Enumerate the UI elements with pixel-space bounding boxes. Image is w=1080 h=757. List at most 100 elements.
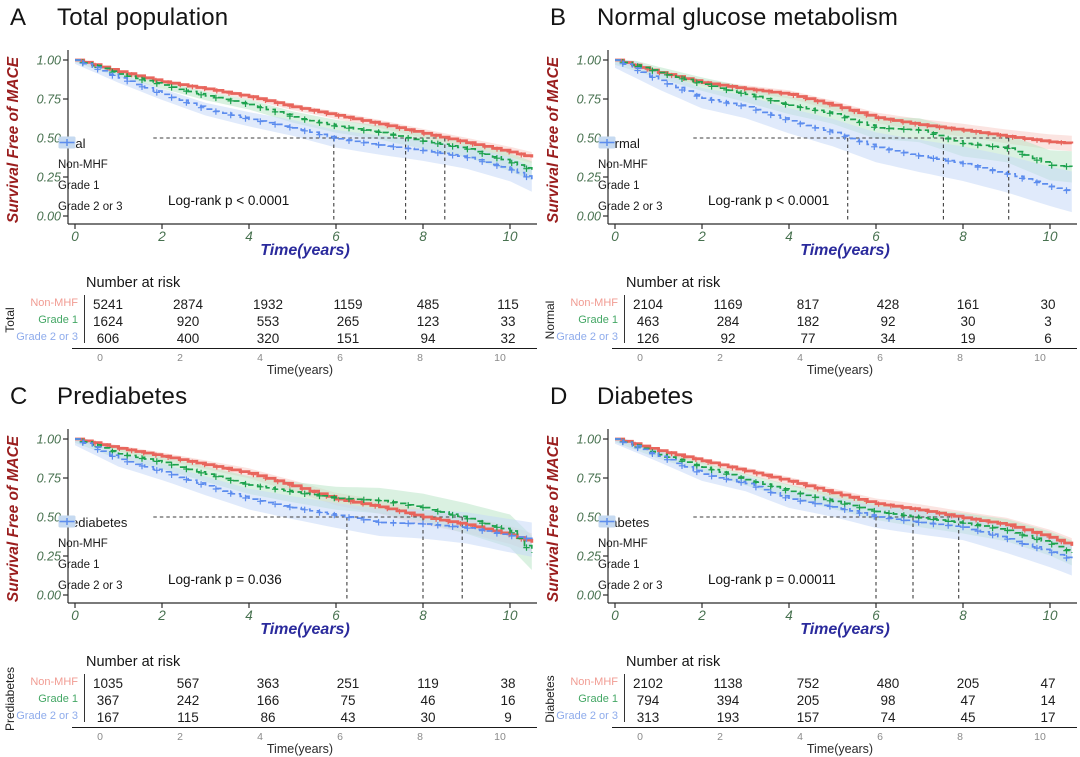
risk-table: Number at risk Normal Non-MHF 2104 1169 817 42… — [540, 270, 1080, 378]
risk-row-label: Grade 1 — [578, 314, 618, 326]
risk-tick-label: 10 — [494, 731, 506, 743]
y-tick-label: 0.25 — [577, 550, 601, 564]
risk-axis-vline — [624, 674, 625, 722]
x-tick-label: 2 — [697, 608, 706, 623]
risk-tick-label: 6 — [337, 731, 343, 743]
legend-item-grade-2-or-3: Grade 2 or 3 — [598, 515, 663, 596]
km-plot: 0.00 0.25 0.50 0.75 1.00 0 2 4 6 8 10 — [577, 50, 1077, 244]
risk-count: 606 — [96, 331, 120, 346]
risk-count: 3 — [1044, 314, 1052, 329]
x-axis-label: Time(years) — [800, 242, 890, 259]
risk-count: 115 — [497, 297, 519, 312]
censor-marks-grade-2-or-3 — [619, 438, 1070, 562]
risk-count: 363 — [256, 676, 280, 691]
risk-axis-vline — [84, 674, 85, 722]
risk-count: 92 — [880, 314, 896, 329]
median-reference-lines — [153, 516, 463, 601]
y-tick-label: 0.50 — [577, 132, 601, 146]
risk-count: 480 — [876, 676, 900, 691]
x-axis-label: Time(years) — [260, 242, 350, 259]
risk-table: Number at risk Prediabetes Non-MHF 1035 567 3… — [0, 649, 540, 757]
risk-count: 567 — [176, 676, 200, 691]
risk-row-label: Grade 1 — [38, 314, 78, 326]
legend-label: Grade 1 — [58, 558, 100, 571]
risk-tick-label: 6 — [337, 352, 343, 364]
x-tick-label: 0 — [611, 608, 619, 623]
risk-count: 6 — [1044, 331, 1052, 346]
risk-table: Number at risk Total Non-MHF 5241 2874 1932 11… — [0, 270, 540, 378]
legend-swatch-grade-2-or-3-icon — [58, 515, 76, 528]
risk-count: 166 — [256, 693, 280, 708]
km-chart: 0.00 0.25 0.50 0.75 1.00 0 2 4 6 8 10 Survival Free… — [540, 415, 1080, 649]
risk-count: 485 — [416, 297, 440, 312]
risk-count: 167 — [96, 710, 120, 725]
risk-count: 75 — [340, 693, 356, 708]
risk-count: 32 — [500, 331, 516, 346]
x-tick-label: 6 — [872, 608, 880, 623]
risk-tick-label: 2 — [717, 352, 723, 364]
risk-axis-line — [612, 348, 1077, 349]
y-tick-label: 0.00 — [577, 589, 601, 603]
km-curve-grade-2-or-3 — [75, 438, 533, 540]
censor-marks-grade-2-or-3 — [79, 439, 530, 542]
risk-row-label: Grade 2 or 3 — [556, 710, 618, 722]
ci-ribbon-grade-2-or-3 — [75, 439, 532, 557]
legend-label: Non-MHF — [598, 537, 648, 550]
y-tick-label: 1.00 — [577, 433, 601, 447]
risk-count: 284 — [716, 314, 740, 329]
risk-count: 123 — [416, 314, 440, 329]
legend-swatch-grade-2-or-3-icon — [598, 515, 616, 528]
y-tick-label: 0.00 — [37, 589, 61, 603]
ci-ribbon-grade-2-or-3 — [615, 439, 1072, 576]
y-tick-label: 0.50 — [37, 132, 61, 146]
risk-count: 34 — [880, 331, 896, 346]
risk-axis-vline — [624, 295, 625, 343]
risk-count: 94 — [420, 331, 436, 346]
risk-count: 47 — [960, 693, 976, 708]
risk-axis-line — [612, 727, 1077, 728]
risk-row-label: Non-MHF — [30, 297, 78, 309]
x-tick-label: 6 — [872, 229, 880, 244]
risk-table-title: Number at risk — [86, 275, 181, 291]
x-tick-label: 6 — [332, 608, 340, 623]
x-tick-label: 8 — [419, 229, 427, 244]
x-axis-label: Time(years) — [260, 621, 350, 638]
risk-row-label: Grade 2 or 3 — [16, 331, 78, 343]
panel-title: Normal glucose metabolism — [597, 4, 899, 31]
risk-count: 30 — [1040, 297, 1056, 312]
censor-marks-grade-2-or-3 — [619, 60, 1070, 194]
risk-count: 74 — [880, 710, 896, 725]
risk-count: 367 — [96, 693, 120, 708]
legend: Normal Non-MHF Grade 1 Grade 2 or 3 — [598, 136, 663, 217]
legend: Prediabetes Non-MHF Grade 1 Grade 2 or 3 — [58, 515, 127, 596]
panel-title-row: A Total population — [10, 4, 228, 32]
y-tick-label: 0.00 — [37, 210, 61, 224]
risk-tick-label: 10 — [1034, 352, 1046, 364]
censor-marks-grade-2-or-3 — [79, 60, 530, 181]
risk-count: 1035 — [92, 676, 124, 691]
risk-count: 30 — [420, 710, 436, 725]
risk-count: 205 — [956, 676, 980, 691]
risk-tick-label: 8 — [417, 352, 423, 364]
risk-count: 30 — [960, 314, 976, 329]
risk-tick-label: 10 — [1034, 731, 1046, 743]
km-curve-grade-2-or-3 — [75, 59, 533, 180]
risk-tick-label: 0 — [97, 731, 103, 743]
km-curve-grade-1 — [75, 438, 533, 553]
swatch-plus-icon — [599, 518, 615, 525]
x-tick-label: 2 — [697, 229, 706, 244]
risk-count: 394 — [716, 693, 740, 708]
km-chart: 0.00 0.25 0.50 0.75 1.00 0 2 4 6 8 10 Survival Free… — [540, 36, 1080, 270]
km-curve-grade-2-or-3 — [615, 59, 1073, 192]
risk-time-label: Time(years) — [266, 742, 334, 756]
km-curve-grade-2-or-3 — [615, 438, 1073, 560]
panel-B: B Normal glucose metabolism 0.00 0.25 0.50 0.… — [540, 0, 1080, 378]
legend-item-grade-1: Grade 1 — [598, 515, 663, 575]
logrank-text: Log-rank p < 0.0001 — [168, 193, 290, 208]
risk-count: 17 — [1040, 710, 1056, 725]
legend-item-non-mhf: Non-MHF — [598, 136, 663, 175]
y-tick-label: 1.00 — [37, 433, 61, 447]
legend-item-grade-1: Grade 1 — [58, 136, 123, 196]
x-tick-label: 8 — [959, 608, 967, 623]
x-tick-label: 10 — [1042, 229, 1058, 244]
